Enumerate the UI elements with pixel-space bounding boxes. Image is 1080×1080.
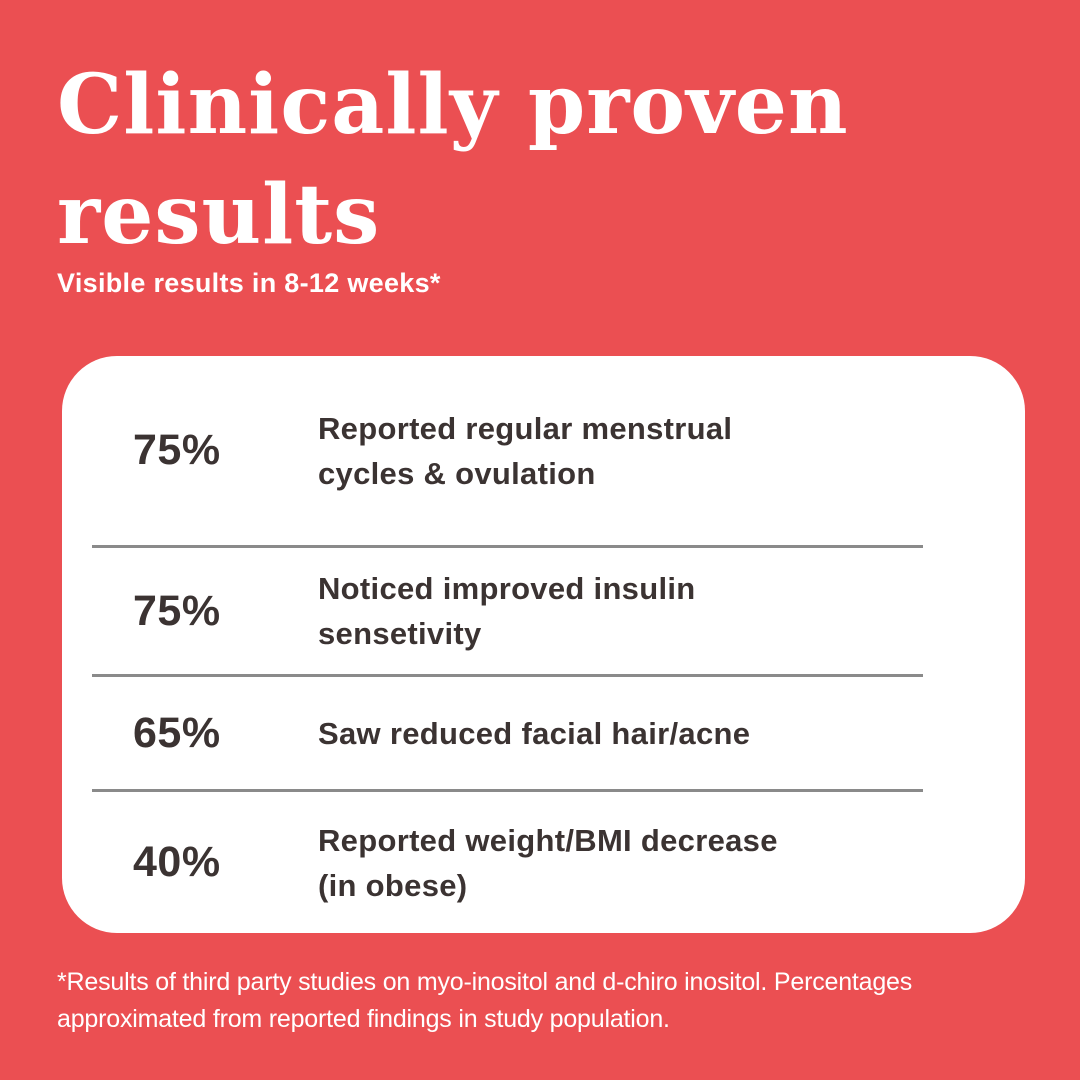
stat-description: Noticed improved insulin sensetivity [318, 571, 696, 651]
title-line-2: results [57, 167, 381, 263]
stat-description: Reported weight/BMI decrease (in obese) [318, 822, 778, 903]
table-row: 75% Noticed improved insulin sensetivity [62, 548, 1025, 674]
title-line-1: Clinically proven [57, 57, 849, 153]
table-row: 40% Reported weight/BMI decrease (in obe… [62, 792, 1025, 933]
table-row: 75% Reported regular menstrual cycles & … [62, 356, 1025, 545]
stat-percent: 75% [133, 586, 221, 635]
stat-percent: 40% [133, 838, 221, 886]
stat-percent: 65% [133, 708, 221, 757]
page-title: Clinically proven results [57, 50, 849, 270]
table-row: 65% Saw reduced facial hair/acne [62, 677, 1025, 789]
row-divider [92, 545, 923, 548]
row-divider [92, 674, 923, 677]
subtitle: Visible results in 8-12 weeks* [57, 268, 441, 298]
stat-description: Saw reduced facial hair/acne [318, 715, 751, 751]
row-divider [92, 789, 923, 792]
footnote: *Results of third party studies on myo-i… [57, 968, 913, 1033]
stat-percent: 75% [133, 426, 221, 474]
results-card: 75% Reported regular menstrual cycles & … [62, 356, 1025, 933]
stat-description: Reported regular menstrual cycles & ovul… [318, 410, 733, 491]
